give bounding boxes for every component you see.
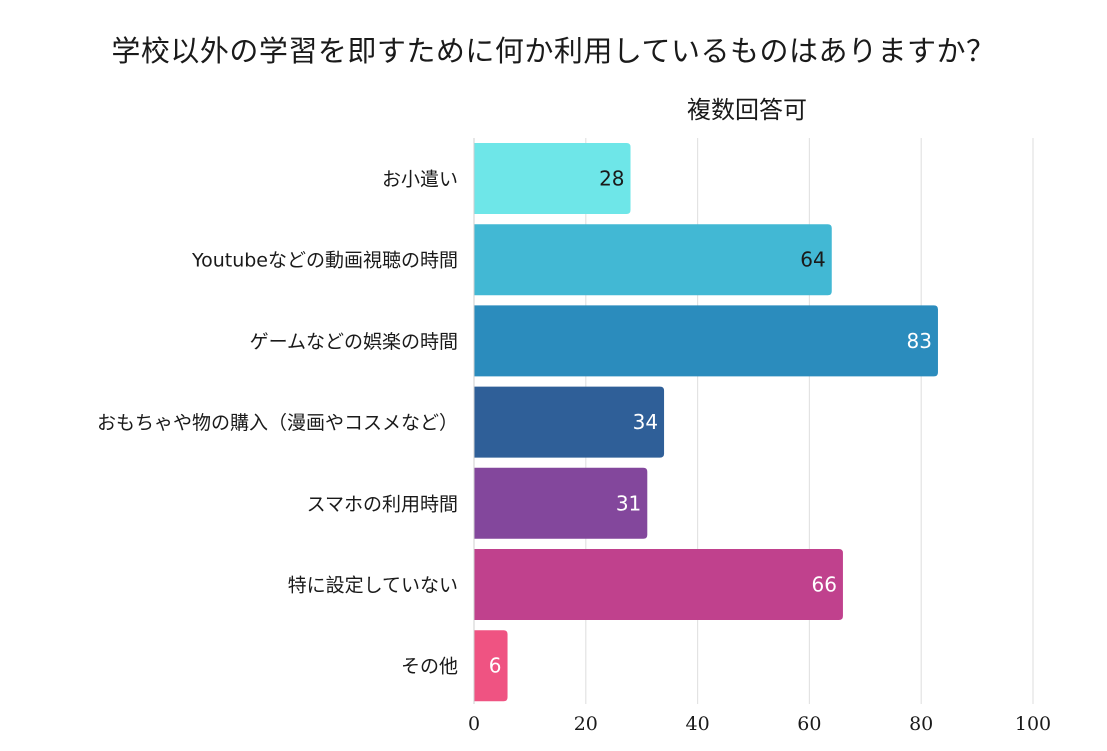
x-tick-label-20: 20 <box>574 713 598 735</box>
bar-value-label-5: 66 <box>811 573 836 597</box>
bar-4 <box>474 467 648 539</box>
category-label-4: スマホの利用時間 <box>307 493 458 515</box>
bar-6 <box>474 630 508 702</box>
chart-title: 学校以外の学習を即すために何か利用しているものはありますか？ <box>111 34 996 68</box>
x-tick-label-60: 60 <box>797 713 821 735</box>
bar-value-label-3: 34 <box>633 410 658 434</box>
category-label-5: 特に設定していない <box>288 575 458 597</box>
category-label-3: おもちゃや物の購入（漫画やコスメなど） <box>97 412 458 434</box>
bar-value-label-4: 31 <box>616 491 641 515</box>
bar-5 <box>474 549 843 620</box>
x-tick-label-100: 100 <box>1015 713 1051 735</box>
category-label-0: お小遣い <box>382 169 458 191</box>
x-tick-label-40: 40 <box>686 713 710 735</box>
category-label-6: その他 <box>401 656 458 678</box>
bar-3 <box>474 386 665 458</box>
bar-0 <box>474 143 631 214</box>
bar-value-label-6: 6 <box>489 654 502 678</box>
x-tick-label-80: 80 <box>909 713 933 735</box>
bar-value-label-1: 64 <box>800 248 825 272</box>
category-label-2: ゲームなどの娯楽の時間 <box>250 331 458 353</box>
bar-1 <box>474 224 832 296</box>
bar-value-label-0: 28 <box>599 167 624 191</box>
category-label-1: Youtubeなどの動画視聴の時間 <box>191 250 458 272</box>
x-tick-label-0: 0 <box>468 713 480 735</box>
bar-2 <box>474 305 938 377</box>
bar-value-label-2: 83 <box>907 329 932 353</box>
chart-subtitle: 複数回答可 <box>687 96 807 124</box>
